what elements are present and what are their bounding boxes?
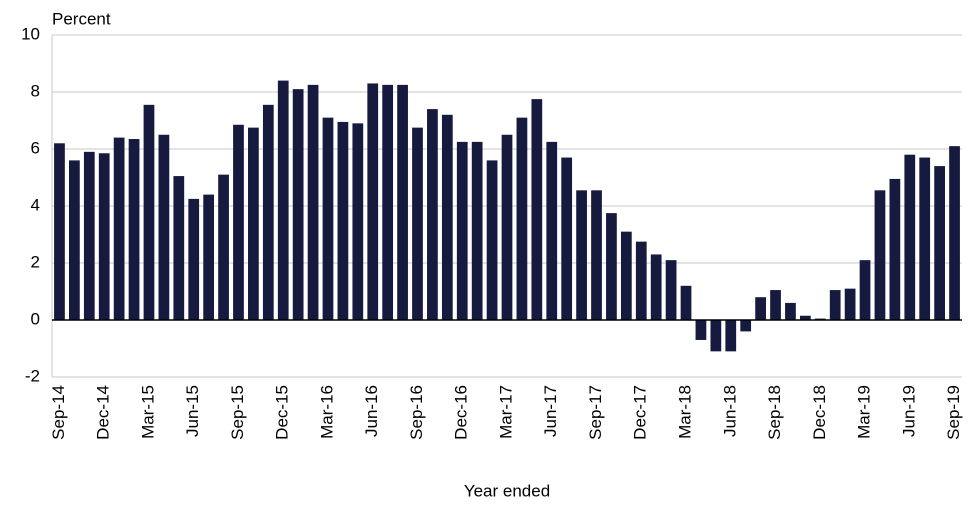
bar [635, 241, 647, 320]
x-tick-label: Mar-15 [138, 385, 157, 439]
bar [770, 290, 781, 320]
bar [725, 320, 737, 352]
x-tick-label: Dec-18 [810, 385, 829, 440]
bar [98, 153, 110, 320]
bar [233, 124, 244, 321]
bar [606, 213, 617, 320]
x-tick-label: Mar-17 [496, 385, 515, 439]
y-tick-label: 8 [31, 81, 40, 100]
y-tick-label: -2 [25, 366, 40, 385]
x-tick-label: Dec-15 [273, 385, 292, 440]
bar [829, 290, 841, 320]
bar [799, 315, 811, 320]
bar [471, 141, 483, 320]
x-tick-label: Sep-14 [49, 385, 68, 440]
bar [785, 302, 796, 320]
x-tick-label: Jun-18 [720, 385, 739, 437]
bar [934, 166, 945, 320]
bar [516, 117, 528, 321]
bar [620, 231, 632, 320]
bar [874, 190, 886, 320]
bar [650, 254, 662, 320]
bar [427, 109, 438, 320]
bar [158, 134, 170, 320]
bar [262, 104, 274, 320]
y-tick-label: 6 [31, 138, 40, 157]
bar [83, 151, 95, 320]
bar [128, 139, 140, 320]
bar [665, 260, 677, 320]
x-tick-label: Dec-14 [94, 385, 113, 440]
bar [397, 84, 408, 320]
bar [248, 127, 259, 320]
bar [949, 146, 960, 320]
y-tick-label: 0 [31, 309, 40, 328]
bar [218, 174, 229, 320]
x-tick-label: Jun-15 [183, 385, 202, 437]
bar [203, 194, 215, 320]
x-axis-title: Year ended [464, 481, 550, 500]
bar [277, 80, 289, 320]
bar [546, 141, 558, 320]
bar [188, 198, 200, 320]
bar [859, 260, 871, 320]
bar [576, 190, 587, 320]
x-tick-label: Dec-17 [631, 385, 650, 440]
bar [904, 154, 916, 320]
bar [561, 157, 573, 320]
x-tick-label: Jun-16 [362, 385, 381, 437]
bar [337, 121, 349, 320]
bar [292, 89, 304, 321]
x-tick-label: Sep-19 [944, 385, 963, 440]
y-tick-label: 2 [31, 252, 40, 271]
bar [143, 104, 155, 320]
bar [412, 127, 423, 320]
bar [889, 178, 901, 320]
bar [322, 117, 334, 321]
bar [755, 297, 766, 320]
x-tick-label: Sep-15 [228, 385, 247, 440]
bar [382, 84, 394, 320]
x-tick-label: Sep-16 [407, 385, 426, 440]
x-tick-label: Sep-17 [586, 385, 605, 440]
bar [54, 143, 65, 320]
bar [710, 320, 722, 352]
bar [591, 190, 602, 320]
y-tick-label: 10 [21, 24, 40, 43]
x-tick-label: Mar-16 [317, 385, 336, 439]
x-tick-label: Jun-17 [541, 385, 560, 437]
x-tick-label: Sep-18 [765, 385, 784, 440]
bar [501, 134, 513, 320]
bar [486, 160, 498, 320]
bar [680, 285, 692, 320]
bar [844, 288, 856, 320]
bar [740, 320, 752, 332]
bar [367, 83, 379, 320]
y-tick-label: 4 [31, 195, 40, 214]
bar [441, 114, 453, 320]
bar [173, 176, 185, 320]
bar [69, 160, 80, 320]
bar [531, 99, 543, 320]
bar [456, 141, 468, 320]
bar [113, 137, 125, 320]
bar [919, 157, 931, 320]
y-axis-title: Percent [52, 9, 111, 28]
x-tick-label: Jun-19 [899, 385, 918, 437]
x-tick-label: Mar-18 [676, 385, 695, 439]
x-tick-label: Dec-16 [452, 385, 471, 440]
x-tick-label: Mar-19 [855, 385, 874, 439]
bar [307, 84, 319, 320]
bar [352, 123, 364, 320]
bar [695, 320, 707, 340]
